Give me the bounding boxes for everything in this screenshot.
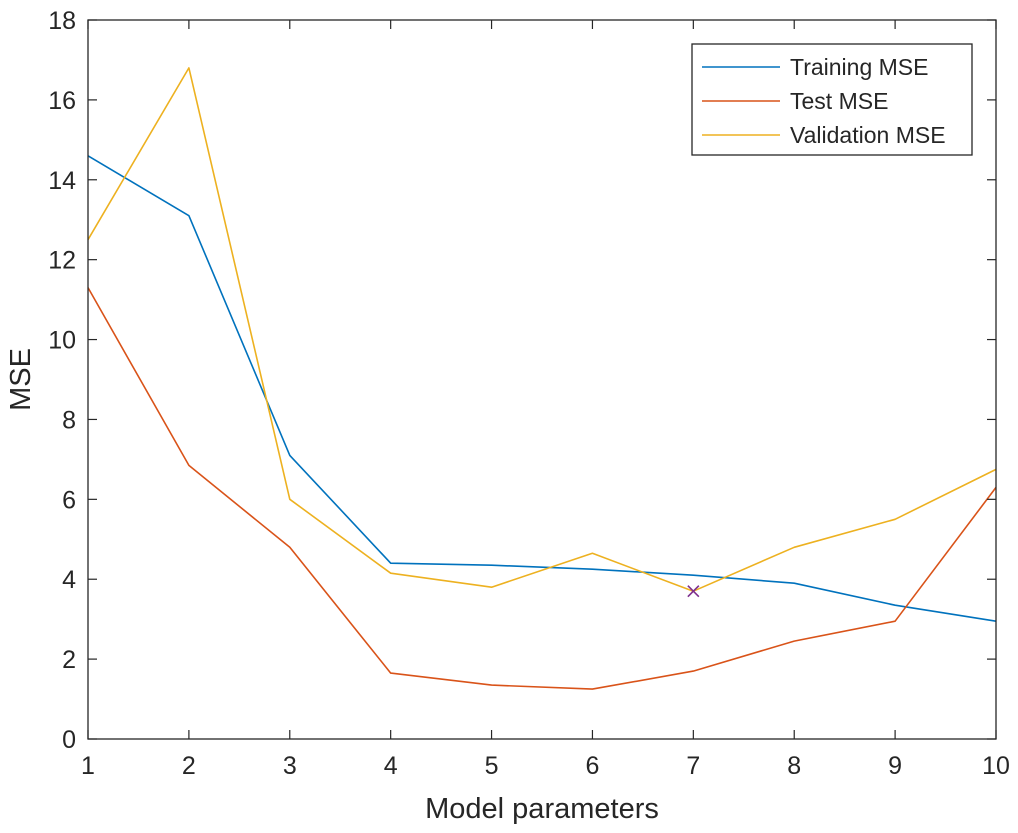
y-tick-label: 12 [48,247,76,275]
legend-entry: Training MSE [702,54,928,80]
y-tick-label: 4 [62,566,76,594]
y-tick-labels: 0 2 4 6 8 10 12 14 16 18 [48,7,76,754]
series-line-training-mse [87,155,997,622]
x-tick-label: 1 [81,752,95,780]
min-validation-x-marker [687,585,700,598]
legend-entry: Test MSE [702,88,888,114]
y-tick-label: 2 [62,646,76,674]
y-tick-label: 0 [62,726,76,754]
legend-box [691,43,973,156]
y-tick-label: 18 [48,7,76,35]
plot-frame [87,19,997,740]
x-tick-label: 3 [283,752,297,780]
x-tick-label: 4 [384,752,398,780]
series-line-validation-mse [87,67,997,593]
x-marker-stroke-2 [687,585,700,598]
legend-label: Test MSE [790,88,888,114]
y-tick-label: 8 [62,406,76,434]
x-tick-label: 5 [485,752,499,780]
y-tick-label: 16 [48,87,76,115]
x-tick-label: 7 [686,752,700,780]
y-axis-title: MSE [5,348,37,411]
legend-items: Training MSE Test MSE Validation MSE [702,54,946,148]
y-tick-label: 14 [48,167,76,195]
x-tick-labels: 1 2 3 4 5 6 7 8 9 10 [81,752,1010,780]
series-line-test-mse [87,287,997,690]
series-lines [87,67,997,690]
y-tick-label: 6 [62,486,76,514]
x-tick-label: 10 [982,752,1010,780]
x-axis-title: Model parameters [425,793,659,825]
x-tick-label: 9 [888,752,902,780]
x-tick-label: 6 [585,752,599,780]
legend-label: Validation MSE [790,122,946,148]
highlight-marker-layer [687,585,700,598]
y-tick-label: 10 [48,327,76,355]
x-tick-label: 2 [182,752,196,780]
legend-label: Training MSE [790,54,928,80]
axis-ticks [87,19,997,740]
x-tick-label: 8 [787,752,801,780]
legend-entry: Validation MSE [702,122,946,148]
legend: Training MSE Test MSE Validation MSE [691,43,973,156]
